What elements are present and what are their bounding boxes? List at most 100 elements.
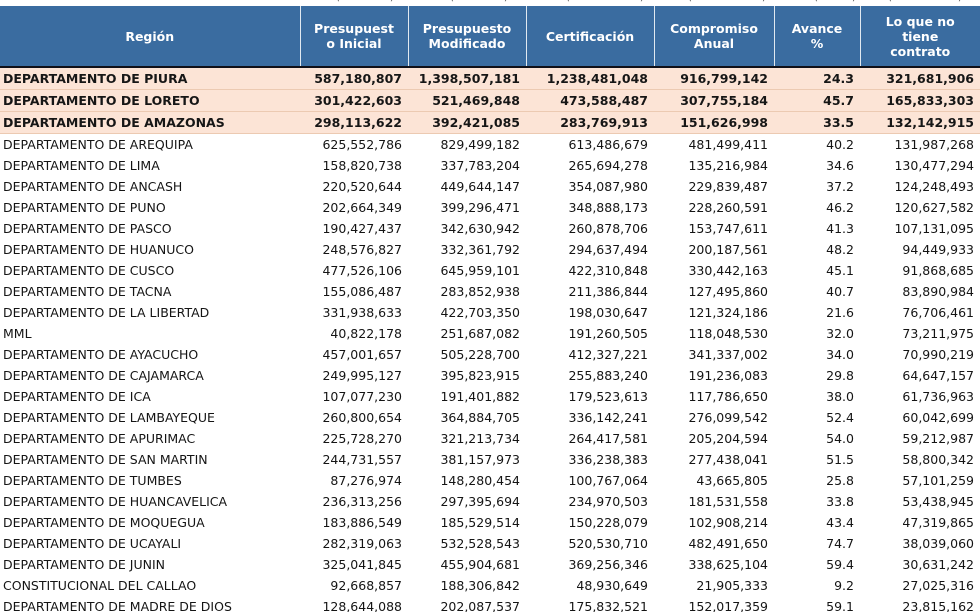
table-row: DEPARTAMENTO DE AREQUIPA 625,552,786 829,4… [0, 134, 980, 156]
cell-region: DEPARTAMENTO DE SAN MARTIN [3, 452, 208, 467]
cell-avance-pct: 52.4 [826, 410, 854, 425]
cell-lo-que-no-tiene-contrato: 27,025,316 [902, 578, 974, 593]
cell-presupuesto-inicial: 220,520,644 [322, 179, 402, 194]
cell-presupuesto-inicial: 477,526,106 [322, 263, 402, 278]
cell-region: DEPARTAMENTO DE ICA [3, 389, 151, 404]
cell-compromiso-anual: 191,236,083 [688, 368, 768, 383]
cell-presupuesto-modificado: 645,959,101 [440, 263, 520, 278]
cell-compromiso-anual: 205,204,594 [688, 431, 768, 446]
cell-region: DEPARTAMENTO DE CAJAMARCA [3, 368, 204, 383]
table-row: DEPARTAMENTO DE TUMBES 87,276,974 148,280,… [0, 470, 980, 491]
cell-lo-que-no-tiene-contrato: 76,706,461 [902, 305, 974, 320]
cell-presupuesto-inicial: 155,086,487 [322, 284, 402, 299]
column-header-lo-que-no-tiene-contrato: Lo que no tiene contrato [859, 6, 980, 67]
cell-lo-que-no-tiene-contrato: 83,890,984 [902, 284, 974, 299]
cell-lo-que-no-tiene-contrato: 131,987,268 [894, 137, 974, 152]
cell-certificacion: 1,238,481,048 [526, 67, 654, 90]
cell-presupuesto-inicial: 625,552,786 [322, 137, 402, 152]
cell-avance-pct: 45.7 [774, 89, 860, 112]
cell-region: DEPARTAMENTO DE LORETO [0, 89, 300, 112]
cell-certificacion: 348,888,173 [568, 200, 648, 215]
table-body: DEPARTAMENTO DE PIURA 587,180,807 1,398,50… [0, 67, 980, 612]
cell-lo-que-no-tiene-contrato: 57,101,259 [902, 473, 974, 488]
cell-lo-que-no-tiene-contrato: 30,631,242 [902, 557, 974, 572]
cell-compromiso-anual: 43,665,805 [696, 473, 768, 488]
cell-region: DEPARTAMENTO DE HUANCAVELICA [3, 494, 228, 509]
cell-certificacion: 520,530,710 [568, 536, 648, 551]
table-row: DEPARTAMENTO DE AYACUCHO 457,001,657 505,2… [0, 344, 980, 365]
clipped-text-strip: () () () () () () [0, 0, 980, 6]
cell-certificacion: 191,260,505 [568, 326, 648, 341]
cell-presupuesto-modificado: 185,529,514 [440, 515, 520, 530]
cell-region: DEPARTAMENTO DE AYACUCHO [3, 347, 199, 362]
cell-certificacion: 179,523,613 [568, 389, 648, 404]
cell-region: DEPARTAMENTO DE AMAZONAS [0, 111, 300, 134]
cell-lo-que-no-tiene-contrato: 91,868,685 [902, 263, 974, 278]
cell-certificacion: 100,767,064 [568, 473, 648, 488]
cell-avance-pct: 41.3 [826, 221, 854, 236]
cell-presupuesto-inicial: 249,995,127 [322, 368, 402, 383]
cell-compromiso-anual: 916,799,142 [654, 67, 774, 90]
cell-lo-que-no-tiene-contrato: 64,647,157 [902, 368, 974, 383]
cell-presupuesto-modificado: 829,499,182 [440, 137, 520, 152]
cell-compromiso-anual: 21,905,333 [696, 578, 768, 593]
cell-presupuesto-inicial: 260,800,654 [322, 410, 402, 425]
cell-compromiso-anual: 135,216,984 [688, 158, 768, 173]
cell-lo-que-no-tiene-contrato: 60,042,699 [902, 410, 974, 425]
cell-lo-que-no-tiene-contrato: 38,039,060 [902, 536, 974, 551]
table-row: DEPARTAMENTO DE MOQUEGUA 183,886,549 185,5… [0, 512, 980, 533]
cell-region: DEPARTAMENTO DE UCAYALI [3, 536, 182, 551]
cell-compromiso-anual: 181,531,558 [688, 494, 768, 509]
cell-certificacion: 369,256,346 [568, 557, 648, 572]
cell-compromiso-anual: 200,187,561 [688, 242, 768, 257]
cell-presupuesto-modificado: 455,904,681 [440, 557, 520, 572]
table-row: MML 40,822,178 251,687,082 191,260,505 118,0… [0, 323, 980, 344]
cell-presupuesto-inicial: 236,313,256 [322, 494, 402, 509]
table-row: DEPARTAMENTO DE HUANUCO 248,576,827 332,36… [0, 239, 980, 260]
cell-lo-que-no-tiene-contrato: 165,833,303 [860, 89, 980, 112]
cell-compromiso-anual: 341,337,002 [688, 347, 768, 362]
cell-presupuesto-inicial: 298,113,622 [300, 111, 408, 134]
clipped-text-fragment: ( [450, 0, 454, 3]
cell-lo-que-no-tiene-contrato: 107,131,095 [894, 221, 974, 236]
cell-compromiso-anual: 121,324,186 [688, 305, 768, 320]
cell-region: CONSTITUCIONAL DEL CALLAO [3, 578, 197, 593]
cell-compromiso-anual: 338,625,104 [688, 557, 768, 572]
cell-compromiso-anual: 152,017,359 [688, 599, 768, 612]
cell-certificacion: 198,030,647 [568, 305, 648, 320]
cell-avance-pct: 29.8 [826, 368, 854, 383]
cell-region: DEPARTAMENTO DE CUSCO [3, 263, 175, 278]
clipped-text-fragment: ) [852, 0, 856, 3]
cell-presupuesto-inicial: 183,886,549 [322, 515, 402, 530]
cell-region: DEPARTAMENTO DE PIURA [0, 67, 300, 90]
cell-region: DEPARTAMENTO DE TUMBES [3, 473, 182, 488]
cell-region: DEPARTAMENTO DE JUNIN [3, 557, 166, 572]
cell-certificacion: 283,769,913 [526, 111, 654, 134]
cell-presupuesto-modificado: 505,228,700 [440, 347, 520, 362]
cell-avance-pct: 43.4 [826, 515, 854, 530]
cell-certificacion: 354,087,980 [568, 179, 648, 194]
cell-compromiso-anual: 276,099,542 [688, 410, 768, 425]
table-row: DEPARTAMENTO DE TACNA 155,086,487 283,852,… [0, 281, 980, 302]
column-header-presupuesto-modificado: Presupuesto Modificado [407, 6, 526, 67]
cell-presupuesto-modificado: 251,687,082 [440, 326, 520, 341]
cell-compromiso-anual: 151,626,998 [654, 111, 774, 134]
cell-avance-pct: 37.2 [826, 179, 854, 194]
clipped-text-fragment: ) [640, 0, 644, 3]
cell-compromiso-anual: 127,495,860 [688, 284, 768, 299]
cell-region: DEPARTAMENTO DE ANCASH [3, 179, 183, 194]
cell-presupuesto-modificado: 188,306,842 [440, 578, 520, 593]
cell-presupuesto-modificado: 342,630,942 [440, 221, 520, 236]
table-header-row: Región Presupuest o Inicial Presupuesto Modi… [0, 6, 980, 67]
cell-presupuesto-modificado: 297,395,694 [440, 494, 520, 509]
column-header-presupuesto-inicial: Presupuest o Inicial [299, 6, 408, 67]
clipped-text-fragment: ) [390, 0, 394, 3]
cell-presupuesto-modificado: 332,361,792 [440, 242, 520, 257]
clipped-text-fragment: ( [336, 0, 340, 3]
cell-presupuesto-inicial: 225,728,270 [322, 431, 402, 446]
table-header: Región Presupuest o Inicial Presupuesto Modi… [0, 6, 980, 67]
table-row: DEPARTAMENTO DE JUNIN 325,041,845 455,904,… [0, 554, 980, 575]
cell-region: DEPARTAMENTO DE MADRE DE DIOS [3, 599, 232, 612]
cell-presupuesto-modificado: 364,884,705 [440, 410, 520, 425]
